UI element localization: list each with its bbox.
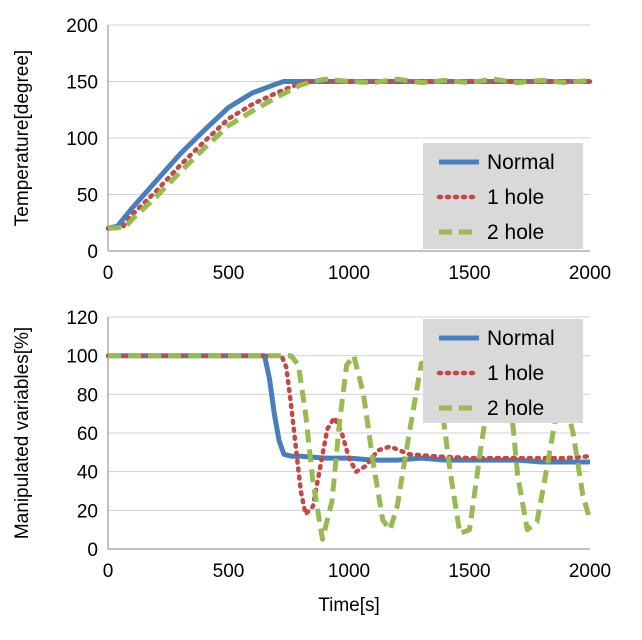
- y-tick-label: 80: [77, 385, 98, 406]
- series-line-2-hole: [107, 76, 591, 231]
- x-axis-label: Time[s]: [318, 595, 380, 616]
- y-tick-label: 100: [66, 129, 98, 150]
- y-axis-label: Manipulated variables[%]: [12, 327, 33, 539]
- legend-label: Normal: [487, 327, 555, 350]
- y-tick-label: 100: [66, 347, 98, 368]
- y-tick-label: 0: [87, 242, 98, 263]
- y-tick-label: 50: [77, 186, 98, 207]
- legend-label: 2 hole: [487, 397, 544, 420]
- y-axis-label: Temperature[degree]: [12, 50, 33, 226]
- x-tick-label: 500: [213, 561, 245, 582]
- y-tick-label: 120: [66, 308, 98, 329]
- y-tick-label: 60: [77, 424, 98, 445]
- y-tick-label: 0: [87, 540, 98, 561]
- series-line-1-hole: [105, 353, 593, 517]
- x-tick-label: 2000: [569, 561, 611, 582]
- x-tick-label: 1500: [448, 263, 490, 284]
- x-tick-label: 500: [213, 263, 245, 284]
- legend-label: 2 hole: [487, 221, 544, 244]
- y-tick-label: 20: [77, 501, 98, 522]
- manipulated-variables-chart: 0 20 40 60 80 100 120 0 500 1000 1500 2000 Normal 1 h…: [12, 308, 611, 616]
- x-tick-label: 0: [103, 263, 114, 284]
- x-tick-label: 0: [103, 561, 114, 582]
- legend-label: 1 hole: [487, 362, 544, 385]
- x-tick-label: 1000: [328, 561, 370, 582]
- x-tick-label: 2000: [569, 263, 611, 284]
- y-tick-label: 200: [66, 16, 98, 37]
- x-tick-label: 1000: [328, 263, 370, 284]
- legend-label: 1 hole: [487, 186, 544, 209]
- series-line-2-hole: [108, 353, 593, 542]
- y-tick-label: 150: [66, 73, 98, 94]
- x-tick-label: 1500: [448, 561, 490, 582]
- legend-label: Normal: [487, 151, 555, 174]
- y-tick-label: 40: [77, 463, 98, 484]
